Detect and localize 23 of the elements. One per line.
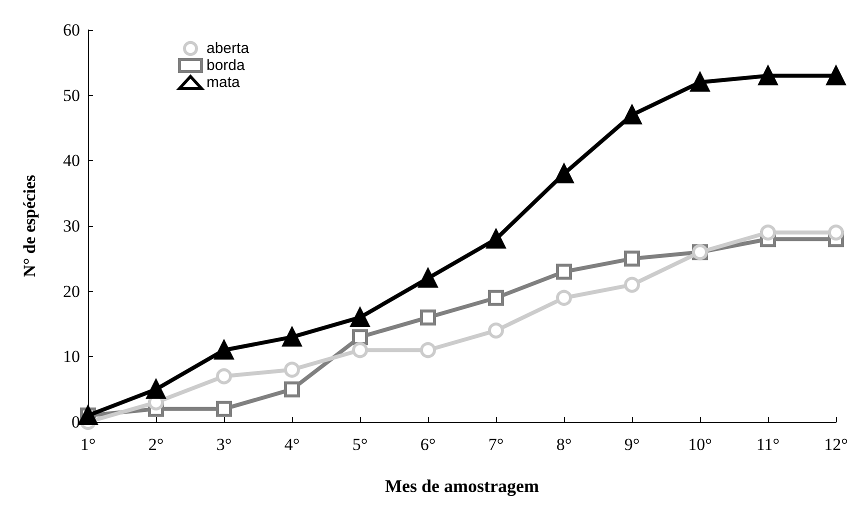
- x-axis-title: Mes de amostragem: [385, 476, 539, 496]
- legend-label: mata: [206, 74, 241, 91]
- y-tick-label: 20: [63, 282, 80, 301]
- x-tick-label: 9°: [624, 435, 640, 454]
- x-tick-label: 11°: [756, 435, 780, 454]
- y-tick-label: 30: [63, 216, 80, 236]
- x-tick-label: 6°: [420, 435, 436, 454]
- legend-label: aberta: [206, 40, 250, 57]
- x-tick-label: 2°: [148, 435, 164, 454]
- x-tick-label: 1°: [80, 435, 96, 454]
- x-tick-label: 12°: [824, 435, 848, 454]
- y-tick-label: 50: [63, 86, 80, 105]
- y-tick-label: 60: [63, 20, 80, 40]
- x-tick-label: 5°: [352, 435, 368, 454]
- y-tick-label: 10: [63, 347, 80, 366]
- y-tick-label: 40: [63, 151, 80, 170]
- x-tick-label: 10°: [688, 435, 712, 454]
- y-axis-title: N° de espécies: [20, 174, 39, 278]
- x-tick-label: 8°: [556, 435, 572, 454]
- legend-label: borda: [206, 57, 246, 74]
- x-tick-label: 7°: [488, 435, 504, 454]
- x-tick-label: 3°: [216, 435, 232, 454]
- x-tick-label: 4°: [284, 435, 300, 454]
